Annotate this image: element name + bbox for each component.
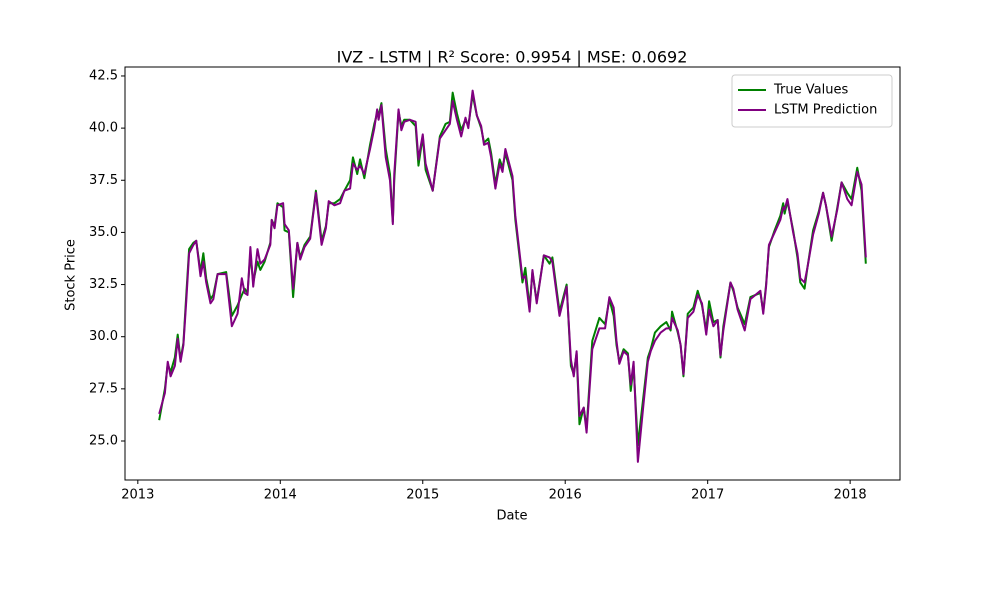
x-tick-label: 2014 — [264, 488, 297, 503]
legend-label: True Values — [773, 83, 848, 98]
y-tick-label: 30.0 — [89, 329, 118, 344]
x-tick-label: 2017 — [691, 488, 724, 503]
plot-frame — [124, 66, 901, 481]
x-tick-label: 2013 — [121, 488, 154, 503]
line-series — [158, 89, 867, 463]
y-tick-label: 32.5 — [89, 277, 118, 292]
y-tick-label: 35.0 — [89, 225, 118, 240]
chart-title: IVZ - LSTM | R² Score: 0.9954 | MSE: 0.0… — [337, 48, 688, 67]
y-tick-label: 40.0 — [89, 121, 118, 136]
y-tick-label: 42.5 — [89, 68, 118, 83]
x-tick-label: 2018 — [834, 488, 867, 503]
y-tick-label: 27.5 — [89, 381, 118, 396]
y-tick-label: 37.5 — [89, 173, 118, 188]
x-tick-label: 2016 — [549, 488, 582, 503]
x-tick-label: 2015 — [406, 488, 439, 503]
legend-label: LSTM Prediction — [774, 103, 877, 118]
y-axis-label: Stock Price — [64, 239, 79, 311]
legend-box — [731, 74, 893, 128]
x-axis-label: Date — [496, 509, 527, 524]
y-tick-label: 25.0 — [89, 433, 118, 448]
